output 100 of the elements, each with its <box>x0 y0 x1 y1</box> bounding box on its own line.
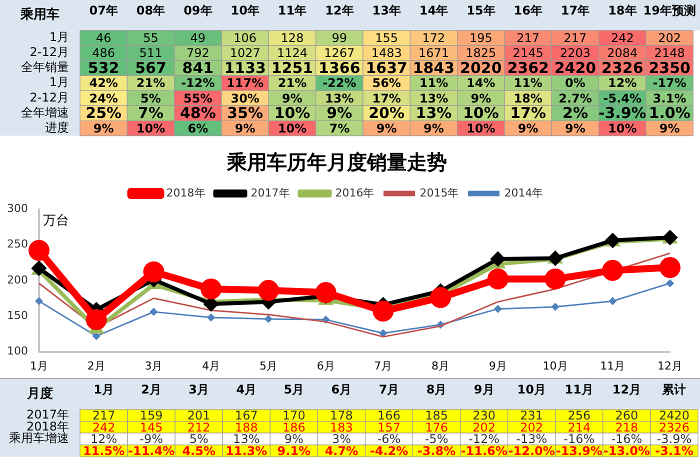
x-tick-label: 12月 <box>612 382 642 396</box>
data-label: 4.5% <box>182 444 216 458</box>
data-label: 145 <box>140 420 163 434</box>
data-label: 99 <box>332 31 348 46</box>
data-label: 24% <box>89 91 118 106</box>
data-label: -17% <box>652 76 686 90</box>
x-tick-label: 8月 <box>426 382 447 396</box>
y-tick-label: 250 <box>6 238 28 251</box>
x-tick-label: 11月 <box>564 382 594 396</box>
y-tick-label: 进度 <box>45 120 69 134</box>
data-label: 35% <box>227 104 264 122</box>
data-label: 10% <box>278 121 307 136</box>
x-tick-label: 12月 <box>658 359 682 372</box>
x-tick-label: 15年 <box>466 3 496 18</box>
data-label: 260 <box>615 408 638 422</box>
data-label: 1671 <box>418 46 450 60</box>
data-label: 167 <box>234 408 258 422</box>
data-label: 1637 <box>366 58 408 77</box>
y-tick-label: 1月 <box>49 30 69 44</box>
data-label: 49 <box>190 31 206 46</box>
data-label: 186 <box>282 420 306 434</box>
x-tick-label: 14年 <box>419 3 448 18</box>
data-label: 183 <box>330 420 353 434</box>
data-label: 128 <box>280 31 304 46</box>
data-label: -5.4% <box>603 91 642 106</box>
data-label: 2020 <box>460 58 502 77</box>
data-label: 1.0% <box>648 104 690 122</box>
x-tick-label: 10月 <box>542 359 568 372</box>
legend-label: 2016年 <box>335 186 374 200</box>
data-label: 3.1% <box>652 91 686 106</box>
data-label: 2148 <box>654 46 685 60</box>
data-label: 511 <box>139 46 162 60</box>
legend-label: 2018年 <box>166 186 206 200</box>
data-label: 170 <box>282 408 306 422</box>
data-label: 567 <box>135 58 166 77</box>
data-label: 242 <box>610 31 634 46</box>
data-label: -3.1% <box>655 444 694 458</box>
x-tick-label: 9月 <box>488 359 507 372</box>
data-label: 230 <box>472 408 496 422</box>
data-label: 13% <box>325 91 354 106</box>
data-label: 185 <box>425 408 448 422</box>
data-label: 231 <box>520 408 544 422</box>
data-label: 212 <box>187 420 210 434</box>
data-label: -13% <box>516 432 548 446</box>
data-label: 10% <box>466 121 496 136</box>
data-label: 9% <box>565 121 586 136</box>
data-label: 25% <box>86 104 122 122</box>
x-tick-label: 10月 <box>517 382 546 396</box>
data-label: 1267 <box>324 46 355 60</box>
data-label: 166 <box>378 408 400 422</box>
y-tick-label: 全年销量 <box>21 60 69 74</box>
x-tick-label: 5月 <box>259 359 278 372</box>
x-tick-label: 累计 <box>661 382 686 396</box>
data-label: 0% <box>565 76 586 90</box>
data-label: 18% <box>514 91 542 106</box>
data-label: 2420 <box>658 408 690 422</box>
y-tick-label: 2-12月 <box>30 45 69 60</box>
data-label: 9% <box>659 121 680 136</box>
data-label: -3.8% <box>417 444 456 458</box>
data-label: 46 <box>96 31 112 46</box>
data-label: 9% <box>93 121 114 136</box>
x-tick-label: 11月 <box>600 359 626 372</box>
data-label: 14% <box>466 76 496 90</box>
data-label: 9% <box>470 91 492 106</box>
data-label: 55% <box>184 91 212 106</box>
x-tick-label: 4月 <box>202 359 220 372</box>
data-label: 2% <box>562 104 588 122</box>
y-tick-label: 1月 <box>49 75 69 90</box>
x-tick-label: 19年预测 <box>643 3 696 18</box>
y-tick-label: 乘用车增速 <box>9 431 69 446</box>
data-label: 1483 <box>371 46 402 60</box>
data-label: 202 <box>520 420 544 434</box>
data-label: 13% <box>419 91 448 106</box>
data-label: -3.9% <box>598 104 646 122</box>
y-tick-label: 2017年 <box>26 407 69 422</box>
data-label: 2084 <box>607 46 638 60</box>
data-label: 17% <box>510 104 546 122</box>
data-label: 9% <box>326 104 352 122</box>
data-label: 256 <box>568 408 591 422</box>
x-tick-label: 09年 <box>184 3 212 18</box>
data-label: 792 <box>186 46 210 60</box>
data-label: 155 <box>375 31 398 46</box>
data-label: 2326 <box>658 420 690 434</box>
data-label: -13.0% <box>603 444 650 458</box>
x-tick-label: 9月 <box>474 382 494 396</box>
data-label: -13.9% <box>556 444 602 458</box>
data-label: -3.9% <box>656 432 692 446</box>
data-label: 17% <box>372 91 401 106</box>
legend-label: 2014年 <box>504 186 544 200</box>
x-tick-label: 18年 <box>608 3 637 18</box>
y-tick-label: 2-12月 <box>30 90 69 104</box>
data-label: -22% <box>322 76 356 90</box>
data-label: 21% <box>278 76 307 90</box>
x-tick-label: 07年 <box>89 3 118 18</box>
x-tick-label: 4月 <box>236 382 257 396</box>
data-label: 10% <box>608 121 637 136</box>
y-tick-label: 200 <box>6 273 28 286</box>
data-label: 532 <box>88 58 120 77</box>
data-label: 217 <box>516 31 540 46</box>
data-label: 159 <box>140 408 163 422</box>
